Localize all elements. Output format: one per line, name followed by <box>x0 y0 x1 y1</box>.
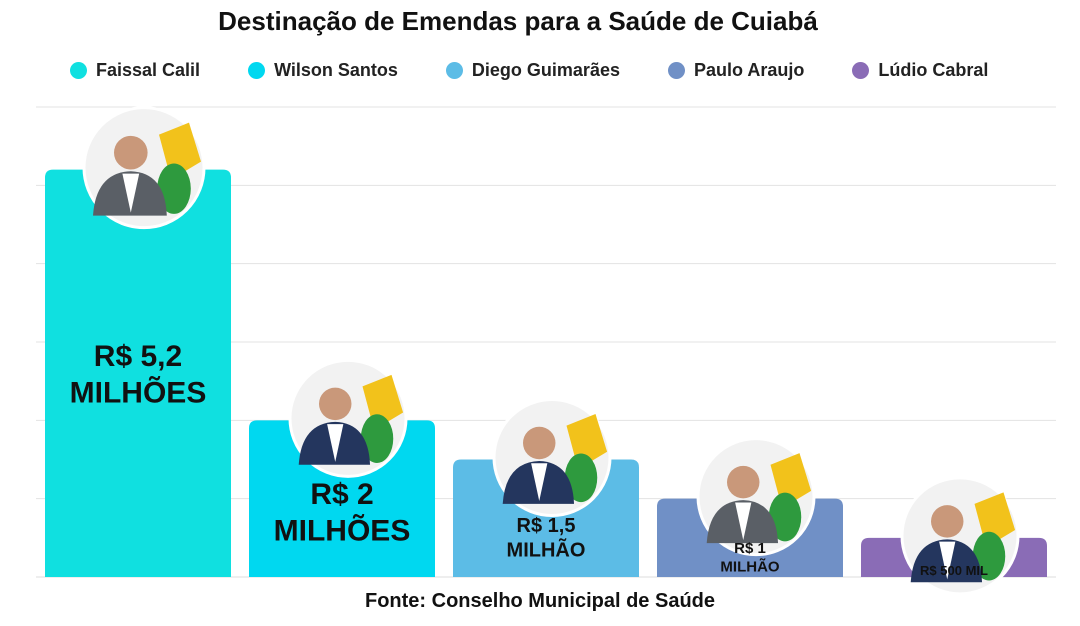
leaf-emblem <box>768 492 802 542</box>
legend-label: Diego Guimarães <box>471 60 620 80</box>
legend-label: Paulo Araujo <box>693 60 805 80</box>
portrait-photo <box>492 398 612 517</box>
bar-data-label: MILHÃO <box>507 538 586 561</box>
person-shirt <box>939 541 956 580</box>
bar <box>45 169 231 577</box>
legend-label: Wilson Santos <box>274 60 398 80</box>
bar-data-label: MILHÕES <box>70 376 207 410</box>
chart-title: Destinação de Emendas para a Saúde de Cu… <box>218 6 818 36</box>
legend-swatch <box>248 62 266 79</box>
legend-item-faissal-calil: Faissal Calil <box>70 60 200 81</box>
portrait-photo <box>696 437 816 557</box>
portrait-photo <box>900 476 1020 596</box>
bar-data-label: R$ 1,5 <box>517 515 576 537</box>
person-shirt <box>122 173 140 213</box>
legend-label: Lúdio Cabral <box>878 60 989 80</box>
person-shirt <box>735 502 752 541</box>
portrait-photo <box>82 106 206 230</box>
legend-swatch <box>445 62 463 79</box>
person-shirt <box>531 463 548 501</box>
legend-item-paulo-araujo: Paulo Araujo <box>667 60 805 81</box>
legend-item-wilson-santos: Wilson Santos <box>248 60 398 81</box>
legend-swatch <box>667 62 685 79</box>
bar-data-label: R$ 2 <box>310 478 373 511</box>
legend-item-diego-guimaraes: Diego Guimarães <box>445 60 620 81</box>
person-head <box>727 465 760 499</box>
leaf-emblem <box>564 453 598 503</box>
person-shirt <box>327 424 344 462</box>
leaf-emblem <box>972 531 1006 581</box>
person-head <box>114 135 148 170</box>
leaf-emblem <box>157 163 191 214</box>
bar-data-label: R$ 1 <box>734 540 766 557</box>
legend-swatch <box>852 62 870 79</box>
bar-data-label: MILHÃO <box>720 557 779 575</box>
leaf-emblem <box>360 414 394 463</box>
person-head <box>523 426 556 460</box>
bar-data-label: R$ 500 MIL <box>920 563 988 578</box>
bar-data-label: MILHÕES <box>274 514 411 548</box>
person-head <box>931 505 964 538</box>
chart-source: Fonte: Conselho Municipal de Saúde <box>364 590 716 612</box>
legend-swatch <box>70 62 87 79</box>
portrait-photo <box>288 358 408 478</box>
bar-data-label: R$ 5,2 <box>94 340 182 373</box>
legend-label: Faissal Calil <box>96 60 201 80</box>
legend-item-ludio-cabral: Lúdio Cabral <box>852 60 988 81</box>
chart-legend: Faissal Calil Wilson Santos Diego Guimar… <box>70 60 1040 81</box>
person-head <box>319 387 352 421</box>
